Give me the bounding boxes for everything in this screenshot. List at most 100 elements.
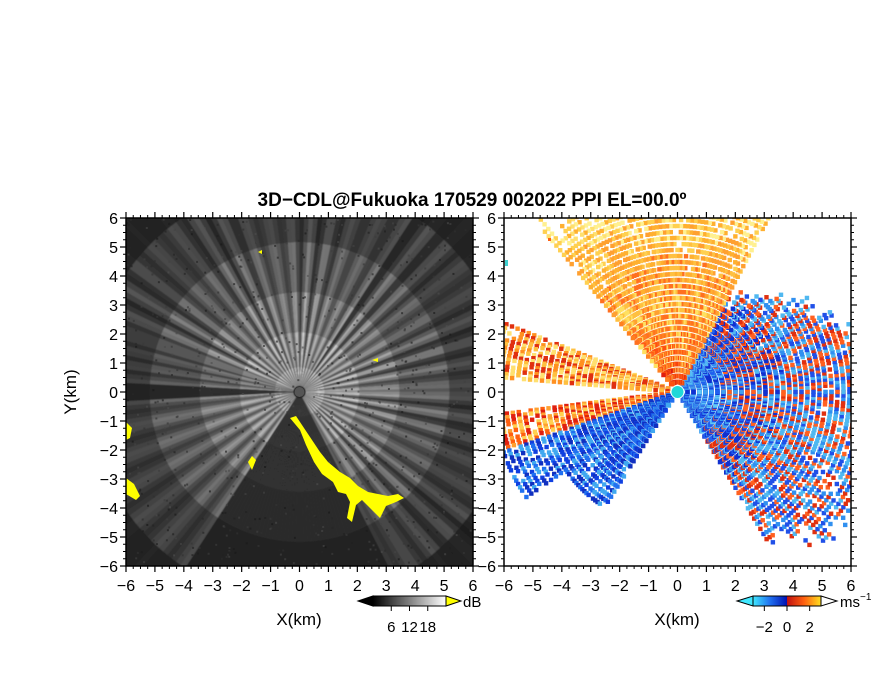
- reflectivity-noise-speck: [451, 498, 454, 501]
- reflectivity-noise-speck: [185, 373, 188, 376]
- reflectivity-beam-cell: [327, 487, 347, 536]
- velocity-cell: [826, 337, 831, 342]
- reflectivity-beam-cell: [0, 425, 93, 451]
- reflectivity-noise-speck: [302, 473, 305, 476]
- velocity-cell: [822, 327, 828, 333]
- reflectivity-beam-cell: [199, 389, 240, 393]
- reflectivity-beam-cell: [314, 411, 338, 440]
- reflectivity-noise-speck: [151, 273, 154, 276]
- reflectivity-noise-speck: [360, 331, 363, 334]
- reflectivity-beam-cell: [322, 400, 356, 415]
- reflectivity-beam-cell: [126, 540, 156, 566]
- reflectivity-noise-speck: [167, 508, 170, 511]
- velocity-cell: [808, 364, 814, 369]
- reflectivity-beam-cell: [242, 534, 258, 566]
- reflectivity-beam-cell: [344, 258, 372, 305]
- velocity-cell: [703, 256, 708, 262]
- reflectivity-noise-speck: [351, 377, 354, 380]
- reflectivity-noise-speck: [242, 221, 245, 224]
- velocity-cell: [787, 385, 792, 390]
- velocity-cell: [829, 313, 834, 318]
- reflectivity-noise-speck: [143, 427, 146, 430]
- reflectivity-noise-speck: [292, 385, 295, 388]
- reflectivity-beam-cell: [386, 316, 432, 345]
- velocity-cell: [793, 384, 798, 390]
- reflectivity-beam-cell: [440, 330, 473, 346]
- reflectivity-beam-cell: [367, 218, 394, 261]
- reflectivity-noise-speck: [413, 475, 416, 478]
- reflectivity-noise-speck: [245, 318, 248, 321]
- reflectivity-beam-cell: [324, 382, 359, 389]
- reflectivity-beam-cell: [358, 402, 398, 413]
- reflectivity-beam-cell: [143, 247, 191, 292]
- reflectivity-noise-speck: [179, 542, 182, 545]
- velocity-cell: [681, 241, 686, 247]
- velocity-cell: [797, 366, 802, 371]
- reflectivity-beam-cell: [347, 427, 381, 453]
- velocity-cell: [733, 234, 738, 239]
- reflectivity-noise-speck: [355, 424, 358, 427]
- reflectivity-noise-speck: [196, 348, 199, 351]
- velocity-cell: [727, 188, 731, 192]
- reflectivity-beam-cell: [278, 395, 295, 407]
- reflectivity-beam-cell: [281, 374, 296, 388]
- reflectivity-beam-cell: [447, 411, 473, 420]
- reflectivity-noise-speck: [334, 308, 337, 311]
- reflectivity-beam-cell: [307, 334, 320, 369]
- velocity-cell: [655, 273, 661, 278]
- reflectivity-noise-speck: [451, 413, 454, 416]
- reflectivity-noise-speck: [383, 483, 386, 486]
- velocity-cell: [862, 354, 866, 358]
- velocity-cell: [826, 360, 831, 366]
- reflectivity-noise-speck: [232, 494, 235, 497]
- reflectivity-noise-speck: [293, 536, 296, 539]
- reflectivity-noise-speck: [134, 443, 137, 446]
- reflectivity-noise-speck: [385, 240, 388, 243]
- velocity-cell: [709, 258, 714, 263]
- velocity-cell: [690, 266, 696, 272]
- reflectivity-beam-cell: [162, 432, 210, 457]
- velocity-cell: [664, 266, 670, 271]
- reflectivity-beam-cell: [353, 348, 391, 368]
- reflectivity-beam-cell: [387, 320, 434, 347]
- reflectivity-noise-speck: [331, 526, 334, 529]
- reflectivity-beam-cell: [282, 372, 296, 388]
- reflectivity-noise-speck: [357, 254, 360, 257]
- reflectivity-noise-speck: [284, 558, 287, 561]
- velocity-cell: [818, 318, 824, 324]
- reflectivity-noise-speck: [280, 332, 283, 335]
- reflectivity-noise-speck: [224, 318, 227, 321]
- reflectivity-noise-speck: [438, 246, 441, 249]
- velocity-cell: [834, 376, 840, 381]
- reflectivity-noise-speck: [214, 468, 217, 471]
- velocity-cell: [672, 253, 677, 259]
- reflectivity-beam-cell: [299, 292, 303, 333]
- velocity-cell: [833, 338, 838, 343]
- reflectivity-beam-cell: [319, 540, 328, 566]
- reflectivity-beam-cell: [319, 356, 349, 378]
- reflectivity-beam-cell: [126, 473, 177, 512]
- velocity-cell: [799, 384, 804, 390]
- reflectivity-beam-cell: [438, 445, 473, 464]
- reflectivity-noise-speck: [213, 413, 216, 416]
- reflectivity-noise-speck: [275, 340, 278, 343]
- reflectivity-beam-cell: [273, 449, 286, 490]
- reflectivity-noise-speck: [320, 247, 323, 250]
- velocity-cell: [686, 260, 691, 265]
- reflectivity-noise-speck: [440, 331, 443, 334]
- reflectivity-noise-speck: [304, 232, 307, 235]
- reflectivity-noise-speck: [192, 415, 195, 418]
- reflectivity-beam-cell: [0, 452, 100, 492]
- reflectivity-beam-cell: [307, 218, 314, 243]
- reflectivity-beam-cell: [274, 390, 294, 392]
- reflectivity-beam-cell: [317, 409, 344, 435]
- velocity-cell: [812, 351, 817, 357]
- reflectivity-beam-cell: [384, 218, 423, 271]
- reflectivity-noise-speck: [174, 313, 177, 316]
- reflectivity-noise-speck: [380, 523, 383, 526]
- reflectivity-beam-cell: [393, 422, 443, 443]
- reflectivity-noise-speck: [210, 375, 213, 378]
- velocity-cell: [721, 193, 725, 197]
- reflectivity-beam-cell: [304, 394, 322, 406]
- velocity-cell: [654, 249, 659, 254]
